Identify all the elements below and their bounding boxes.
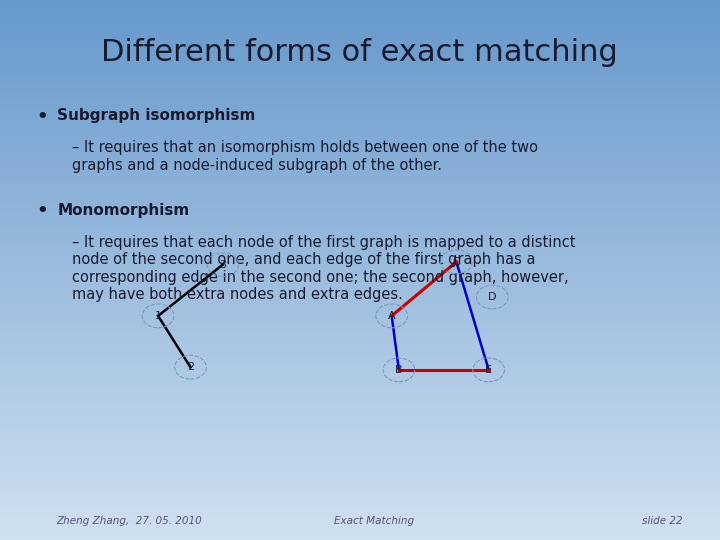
- Text: Subgraph isomorphism: Subgraph isomorphism: [58, 108, 256, 123]
- Text: B: B: [395, 365, 402, 375]
- Text: slide 22: slide 22: [642, 516, 683, 526]
- Text: Monomorphism: Monomorphism: [58, 202, 190, 218]
- Text: A: A: [388, 311, 395, 321]
- Text: •: •: [36, 202, 48, 220]
- Text: 1: 1: [155, 311, 161, 321]
- Text: Zheng Zhang,  27. 05. 2010: Zheng Zhang, 27. 05. 2010: [56, 516, 202, 526]
- Text: 2: 2: [187, 362, 194, 372]
- Text: •: •: [36, 108, 48, 126]
- Text: E: E: [485, 365, 492, 375]
- Text: – It requires that each node of the first graph is mapped to a distinct
node of : – It requires that each node of the firs…: [72, 235, 575, 302]
- Text: Exact Matching: Exact Matching: [333, 516, 414, 526]
- Text: D: D: [488, 292, 497, 302]
- Text: 3: 3: [220, 260, 226, 269]
- Text: – It requires that an isomorphism holds between one of the two
graphs and a node: – It requires that an isomorphism holds …: [72, 140, 538, 173]
- Text: Different forms of exact matching: Different forms of exact matching: [101, 38, 618, 67]
- Text: C: C: [452, 257, 460, 267]
